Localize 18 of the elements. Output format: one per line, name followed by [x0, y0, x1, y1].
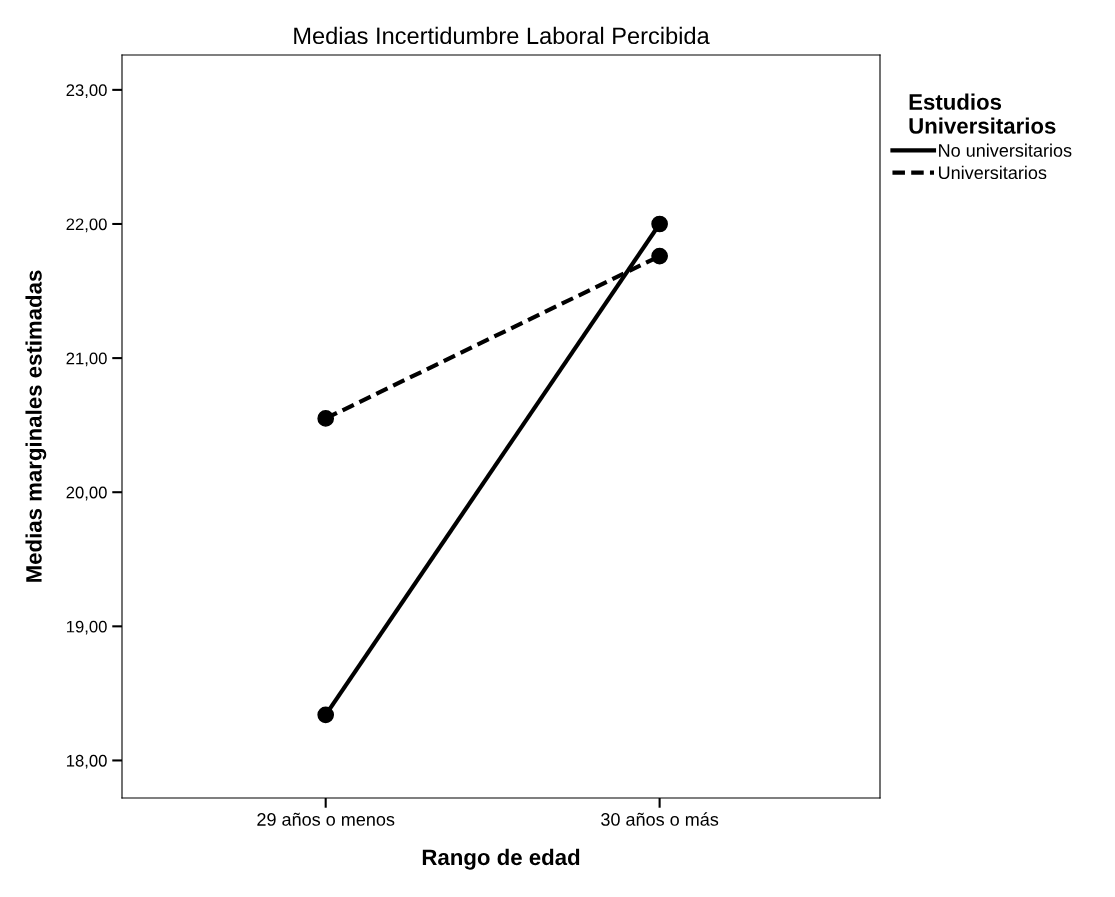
point	[651, 215, 668, 233]
y-tick-label: 20,00	[66, 486, 107, 501]
legend-label: No universitarios	[939, 143, 1072, 157]
point	[651, 247, 668, 265]
y-tick-label: 23,00	[66, 84, 107, 99]
legend-title: Estudios Universitarios	[909, 93, 1056, 134]
x-axis-title: Rango de edad	[422, 848, 580, 870]
y-tick-label: 22,00	[66, 218, 107, 233]
legend-label: Universitarios	[938, 165, 1047, 180]
chart-title: Medias Incertidumbre Laboral Percibida	[294, 26, 710, 45]
point	[317, 706, 335, 724]
point	[317, 410, 335, 427]
x-tick-label: 30 años o más	[601, 812, 719, 826]
y-tick-label: 19,00	[66, 620, 107, 635]
y-axis-title: Medias marginales estimadas	[25, 270, 47, 582]
y-tick-label: 21,00	[66, 352, 107, 367]
y-tick-label: 18,00	[66, 754, 107, 769]
x-tick-label: 29 años o menos	[257, 812, 395, 826]
